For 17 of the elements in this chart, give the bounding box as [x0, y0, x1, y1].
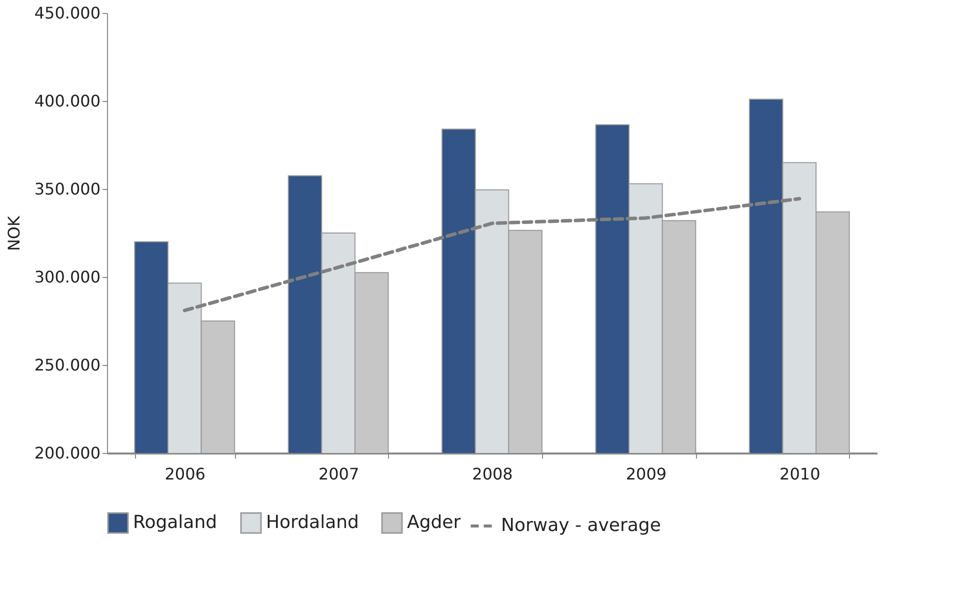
y-axis-title: NOK: [4, 215, 24, 252]
x-tick-label: 2009: [626, 464, 667, 484]
y-tick-label: 300.000: [34, 268, 100, 286]
y-tick-label: 200.000: [34, 444, 100, 462]
legend-label: Agder: [407, 512, 462, 533]
x-tick-label: 2007: [318, 464, 360, 484]
y-tick-label: 250.000: [34, 356, 100, 374]
legend-label: Rogaland: [133, 512, 218, 533]
y-tick-label: 350.000: [34, 180, 100, 198]
legend-label: Hordaland: [266, 512, 359, 533]
x-tick-label: 2006: [164, 464, 206, 484]
line-series: [182, 196, 802, 312]
y-tick-label: 400.000: [34, 92, 100, 110]
x-tick-label: 2010: [780, 464, 820, 484]
y-tick-label: 450.000: [34, 4, 100, 22]
x-tick-label: 2008: [472, 464, 513, 484]
legend-label: Norway - average: [501, 515, 661, 536]
